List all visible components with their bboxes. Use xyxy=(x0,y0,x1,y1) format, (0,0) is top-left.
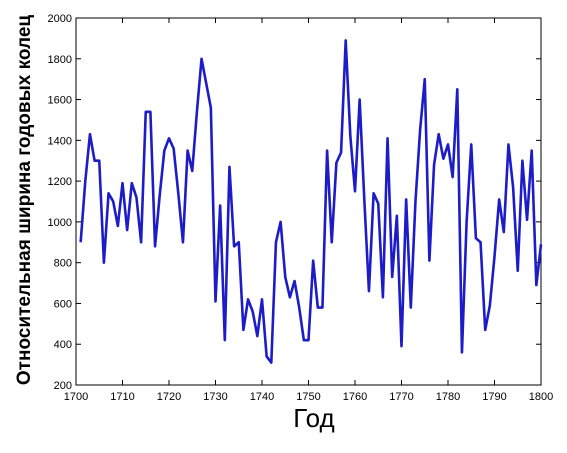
x-tick-label: 1730 xyxy=(203,391,227,403)
y-tick-label: 1400 xyxy=(48,135,72,147)
x-tick-label: 1770 xyxy=(389,391,413,403)
y-tick-label: 1800 xyxy=(48,54,72,66)
x-tick-label: 1720 xyxy=(157,391,181,403)
x-tick-label: 1800 xyxy=(529,391,553,403)
y-tick-label: 800 xyxy=(54,258,72,270)
y-tick-label: 1600 xyxy=(48,95,72,107)
x-tick-label: 1710 xyxy=(110,391,134,403)
y-tick-label: 1000 xyxy=(48,217,72,229)
x-tick-label: 1700 xyxy=(64,391,88,403)
y-tick-label: 200 xyxy=(54,380,72,392)
axis-ticks: 1700 1710 1720 1730 1740 1750 1760 1770 1780 1790… xyxy=(48,13,554,403)
x-tick-label: 1780 xyxy=(436,391,460,403)
x-tick-label: 1790 xyxy=(482,391,506,403)
y-tick-label: 400 xyxy=(54,339,72,351)
y-axis-label: Относительная ширина годовых колец xyxy=(14,15,35,386)
y-tick-label: 1200 xyxy=(48,176,72,188)
y-tick-label: 2000 xyxy=(48,13,72,25)
series-line xyxy=(79,39,543,364)
x-tick-label: 1760 xyxy=(343,391,367,403)
x-tick-label: 1740 xyxy=(250,391,274,403)
x-tick-label: 1750 xyxy=(296,391,320,403)
x-axis-label: Год xyxy=(293,403,334,433)
y-tick-label: 600 xyxy=(54,298,72,310)
